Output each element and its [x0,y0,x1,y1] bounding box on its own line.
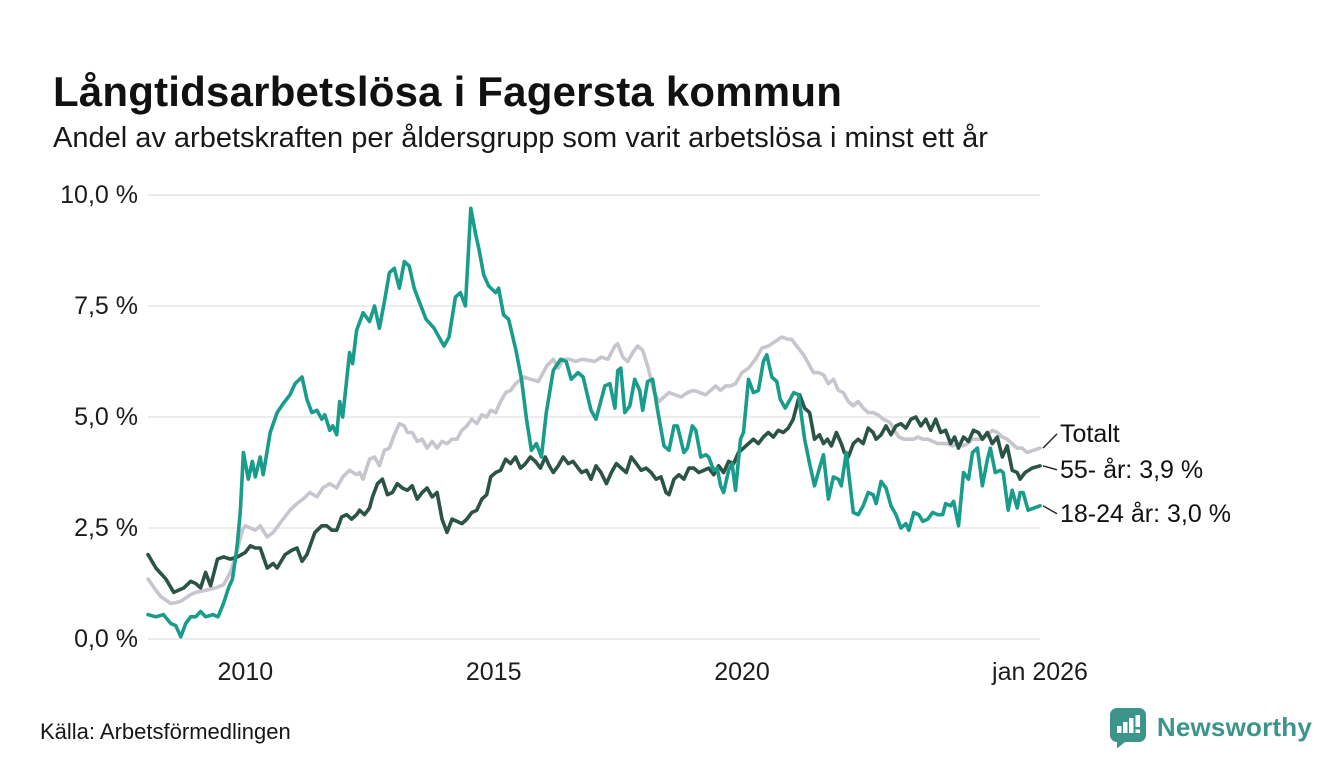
source-note: Källa: Arbetsförmedlingen [40,719,291,744]
newsworthy-logo-icon [1109,708,1146,748]
x-axis-tick-2015: 2015 [465,658,522,686]
series-label-totalt: Totalt [1060,419,1120,448]
series-label-55-ar: 55- år: 3,9 % [1060,455,1204,484]
x-axis-tick-2020: 2020 [714,658,770,686]
y-axis-tick-0: 0,0 % [74,625,138,653]
y-axis-tick-7-5: 7,5 % [74,292,138,320]
y-axis-tick-10: 10,0 % [60,181,138,209]
page-subtitle: Andel av arbetskraften per åldersgrupp s… [53,122,988,154]
x-axis-tick-2010: 2010 [217,658,274,686]
y-axis-tick-5: 5,0 % [74,403,138,431]
x-axis-tick-jan-2026: jan 2026 [992,658,1088,686]
y-axis-tick-2-5: 2,5 % [74,514,138,542]
series-label-18-24-ar: 18-24 år: 3,0 % [1060,499,1231,528]
page-title: Långtidsarbetslösa i Fagersta kommun [53,68,843,116]
newsworthy-wordmark: Newsworthy [1156,711,1312,742]
newsworthy-brand: Newsworthy [1108,704,1312,750]
